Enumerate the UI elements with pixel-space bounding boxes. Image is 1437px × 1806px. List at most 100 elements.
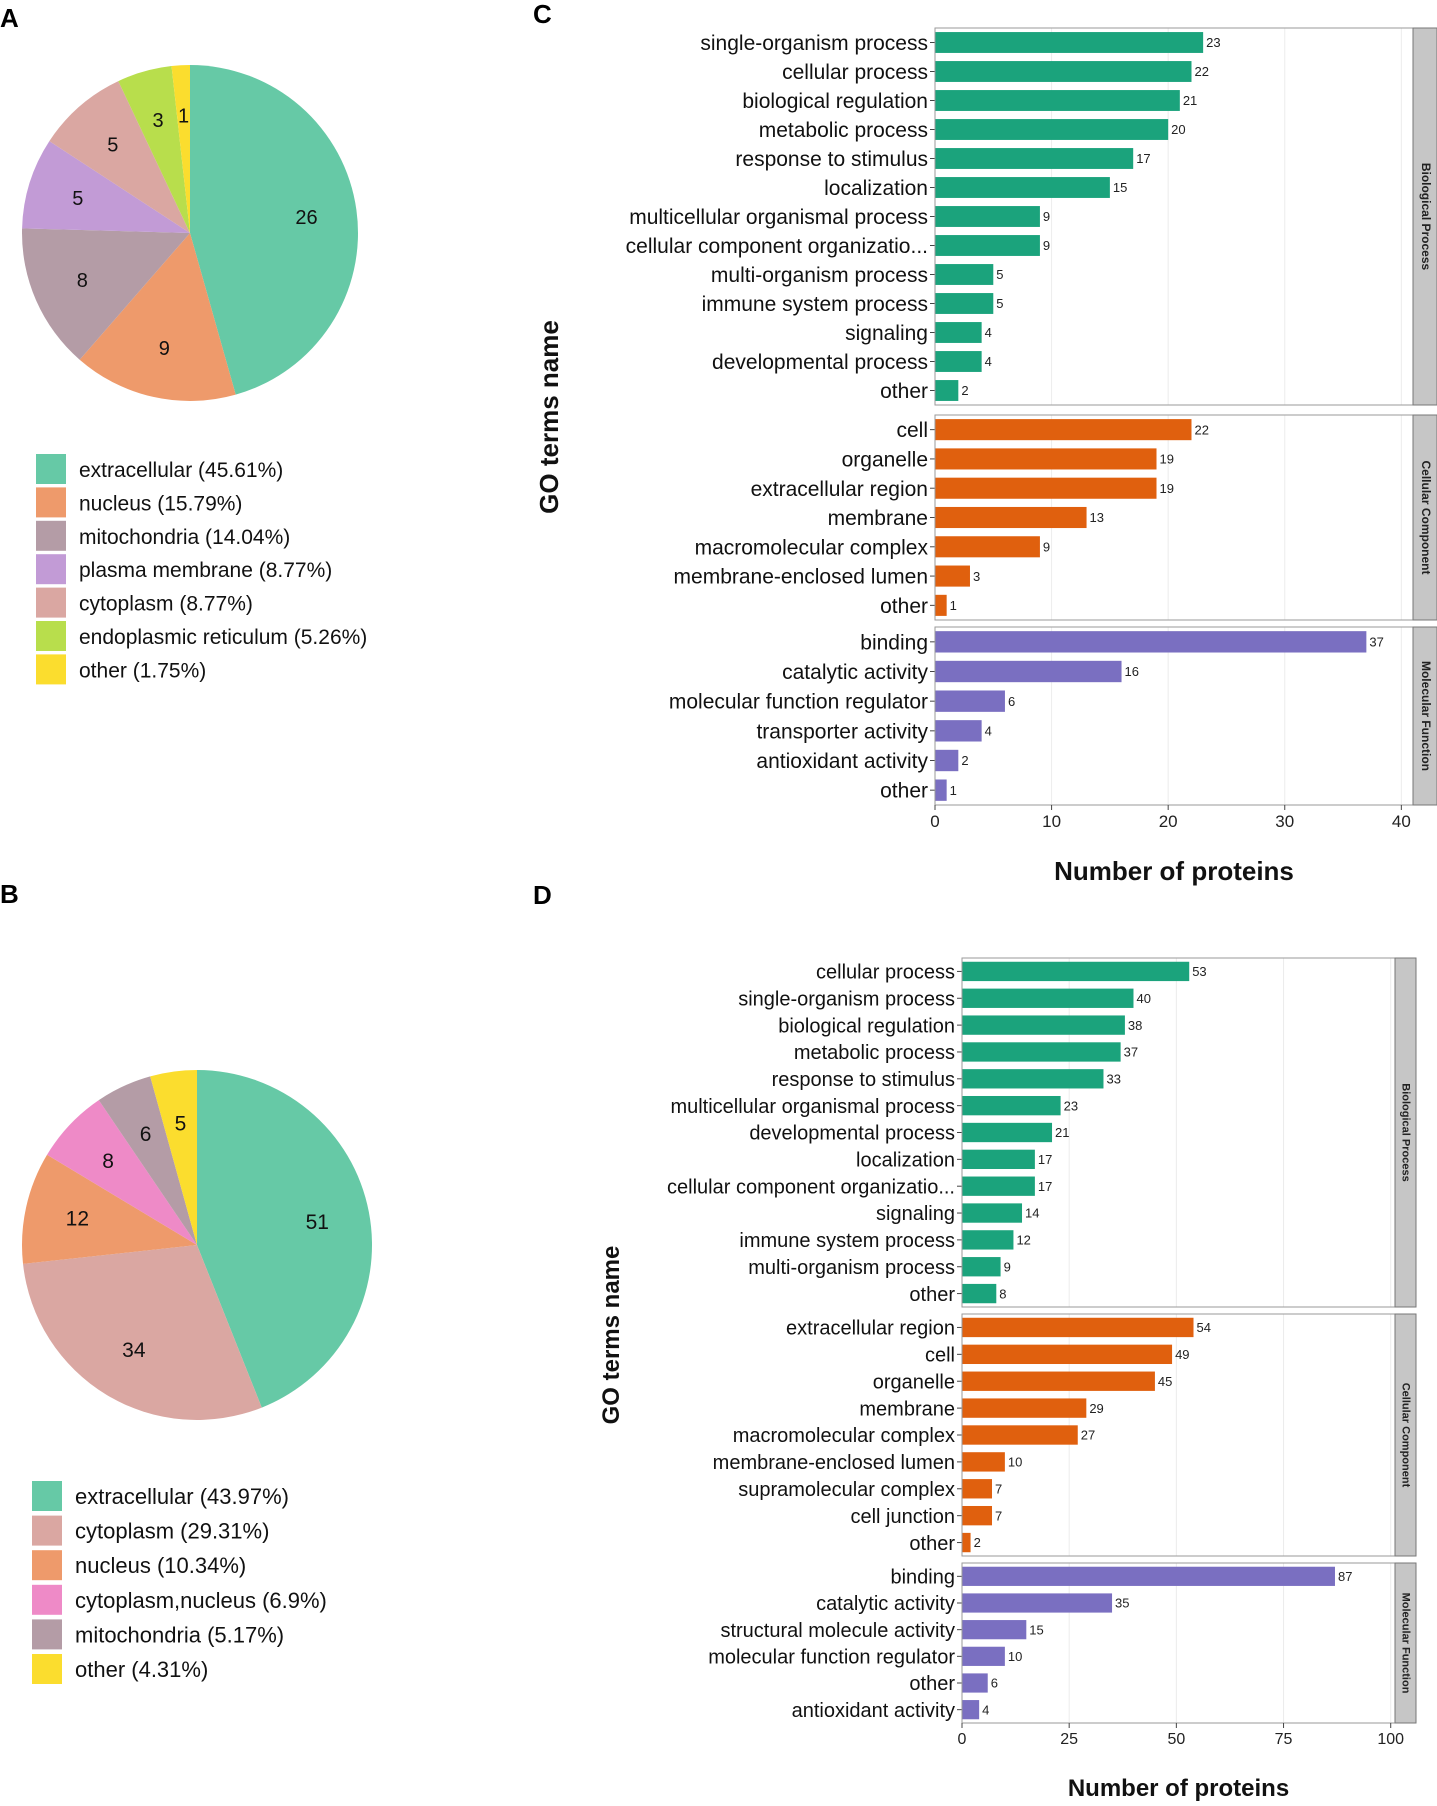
category-label-0-12: other [880, 380, 928, 403]
facet-strip-0 [1412, 27, 1437, 406]
legend-swatch-3 [36, 554, 66, 585]
category-label-2-2: molecular function regulator [669, 691, 928, 714]
category-label-2-2: structural molecule activity [720, 1620, 955, 1642]
bar-1-5 [935, 565, 970, 587]
bar-0-2 [962, 1015, 1125, 1035]
bar-value-2-5: 1 [950, 783, 957, 798]
bar-value-2-3: 4 [985, 724, 992, 739]
bar-value-0-12: 8 [999, 1286, 1006, 1301]
category-label-0-9: immune system process [702, 293, 928, 316]
bar-1-2 [935, 477, 1157, 499]
bar-1-6 [962, 1479, 993, 1499]
bar-value-0-2: 38 [1128, 1018, 1142, 1033]
bar-0-3 [962, 1042, 1121, 1062]
bar-2-3 [935, 720, 982, 742]
pie-slice-2 [22, 1154, 198, 1264]
bar-0-6 [935, 206, 1040, 227]
bar-value-1-1: 19 [1160, 452, 1174, 467]
category-label-0-7: localization [856, 1150, 955, 1172]
category-label-2-4: other [909, 1673, 955, 1695]
bar-value-0-0: 23 [1206, 35, 1220, 50]
legend-label-1: nucleus (15.79%) [79, 492, 242, 515]
bar-value-0-6: 9 [1043, 209, 1050, 224]
category-label-1-6: other [880, 595, 928, 618]
category-label-2-1: catalytic activity [782, 661, 928, 684]
bar-value-0-0: 53 [1192, 964, 1206, 979]
xtick-label-1: 25 [1060, 1731, 1078, 1748]
bar-value-2-4: 2 [961, 753, 968, 768]
category-label-2-3: transporter activity [756, 720, 928, 743]
bar-value-1-6: 1 [950, 598, 957, 613]
facet-strip-2 [1394, 1562, 1417, 1724]
category-label-1-3: membrane [828, 507, 928, 530]
category-label-0-11: multi-organism process [748, 1257, 955, 1279]
bar-value-2-1: 16 [1125, 664, 1139, 679]
category-label-1-2: organelle [873, 1371, 955, 1393]
legend-label-1: cytoplasm (29.31%) [75, 1519, 269, 1544]
legend-swatch-4 [36, 587, 66, 618]
pie-slice-value-1: 9 [159, 338, 170, 360]
bar-0-5 [962, 1095, 1061, 1116]
category-label-1-8: other [909, 1533, 955, 1555]
pie-slice-4 [98, 1076, 197, 1245]
xtick-label-4: 40 [1392, 812, 1411, 831]
bar-0-1 [962, 988, 1134, 1008]
category-label-1-1: organelle [842, 448, 928, 471]
xtick-label-2: 50 [1167, 1731, 1185, 1748]
legend-swatch-6 [36, 654, 66, 685]
panel-letter-c: C [533, 0, 552, 29]
pie-slice-value-4: 5 [107, 134, 118, 156]
xtick-label-4: 100 [1377, 1731, 1404, 1748]
xtick-label-3: 75 [1275, 1731, 1293, 1748]
category-label-0-1: cellular process [782, 61, 928, 84]
bar-0-7 [962, 1149, 1035, 1170]
pie-slice-value-6: 1 [178, 106, 189, 128]
bar-2-2 [935, 690, 1005, 712]
legend-swatch-3 [32, 1584, 62, 1615]
bar-value-1-2: 45 [1158, 1374, 1172, 1389]
bar-value-2-5: 4 [982, 1702, 989, 1717]
bar-value-0-5: 15 [1113, 180, 1127, 195]
bar-2-5 [962, 1700, 980, 1720]
xtick-label-1: 10 [1042, 812, 1061, 831]
bar-value-2-1: 35 [1115, 1596, 1129, 1611]
category-label-1-3: membrane [859, 1398, 955, 1420]
category-label-1-0: extracellular region [786, 1318, 955, 1340]
bar-2-1 [962, 1593, 1113, 1613]
pie-slice-value-0: 51 [306, 1211, 329, 1234]
bar-1-4 [962, 1425, 1078, 1445]
bar-value-0-3: 37 [1124, 1045, 1138, 1060]
facet-label-1: Cellular Component [1400, 1383, 1412, 1488]
bar-value-0-10: 4 [985, 325, 992, 340]
pie-slice-1 [79, 233, 236, 401]
panel-bg-2 [962, 1563, 1395, 1723]
bar-1-3 [935, 506, 1087, 529]
bar-value-1-2: 19 [1160, 481, 1174, 496]
pie-slice-6 [171, 65, 190, 233]
bar-value-0-10: 12 [1016, 1233, 1030, 1248]
bar-2-2 [962, 1620, 1027, 1640]
panel-letter-a: A [0, 3, 19, 33]
bar-0-3 [935, 119, 1169, 140]
category-label-0-1: single-organism process [738, 988, 955, 1010]
legend-swatch-1 [36, 487, 66, 518]
bar-0-2 [935, 90, 1180, 111]
category-label-0-4: response to stimulus [772, 1069, 955, 1091]
bar-value-0-9: 5 [996, 296, 1003, 311]
xtick-label-0: 0 [930, 812, 939, 831]
category-label-2-4: antioxidant activity [756, 750, 928, 773]
bar-1-4 [935, 536, 1040, 558]
pie-slice-value-4: 6 [140, 1123, 152, 1146]
bar-value-1-3: 29 [1089, 1401, 1103, 1416]
bar-1-8 [962, 1532, 971, 1553]
category-label-0-10: signaling [845, 322, 928, 345]
bar-value-0-4: 33 [1106, 1071, 1120, 1086]
bar-1-1 [962, 1344, 1173, 1365]
category-label-0-10: immune system process [739, 1230, 955, 1252]
bar-value-2-4: 6 [991, 1676, 998, 1691]
pie-slice-value-0: 26 [295, 207, 317, 229]
bar-0-8 [935, 264, 994, 285]
pie-slice-3 [47, 1100, 198, 1245]
bar-0-8 [962, 1176, 1035, 1196]
